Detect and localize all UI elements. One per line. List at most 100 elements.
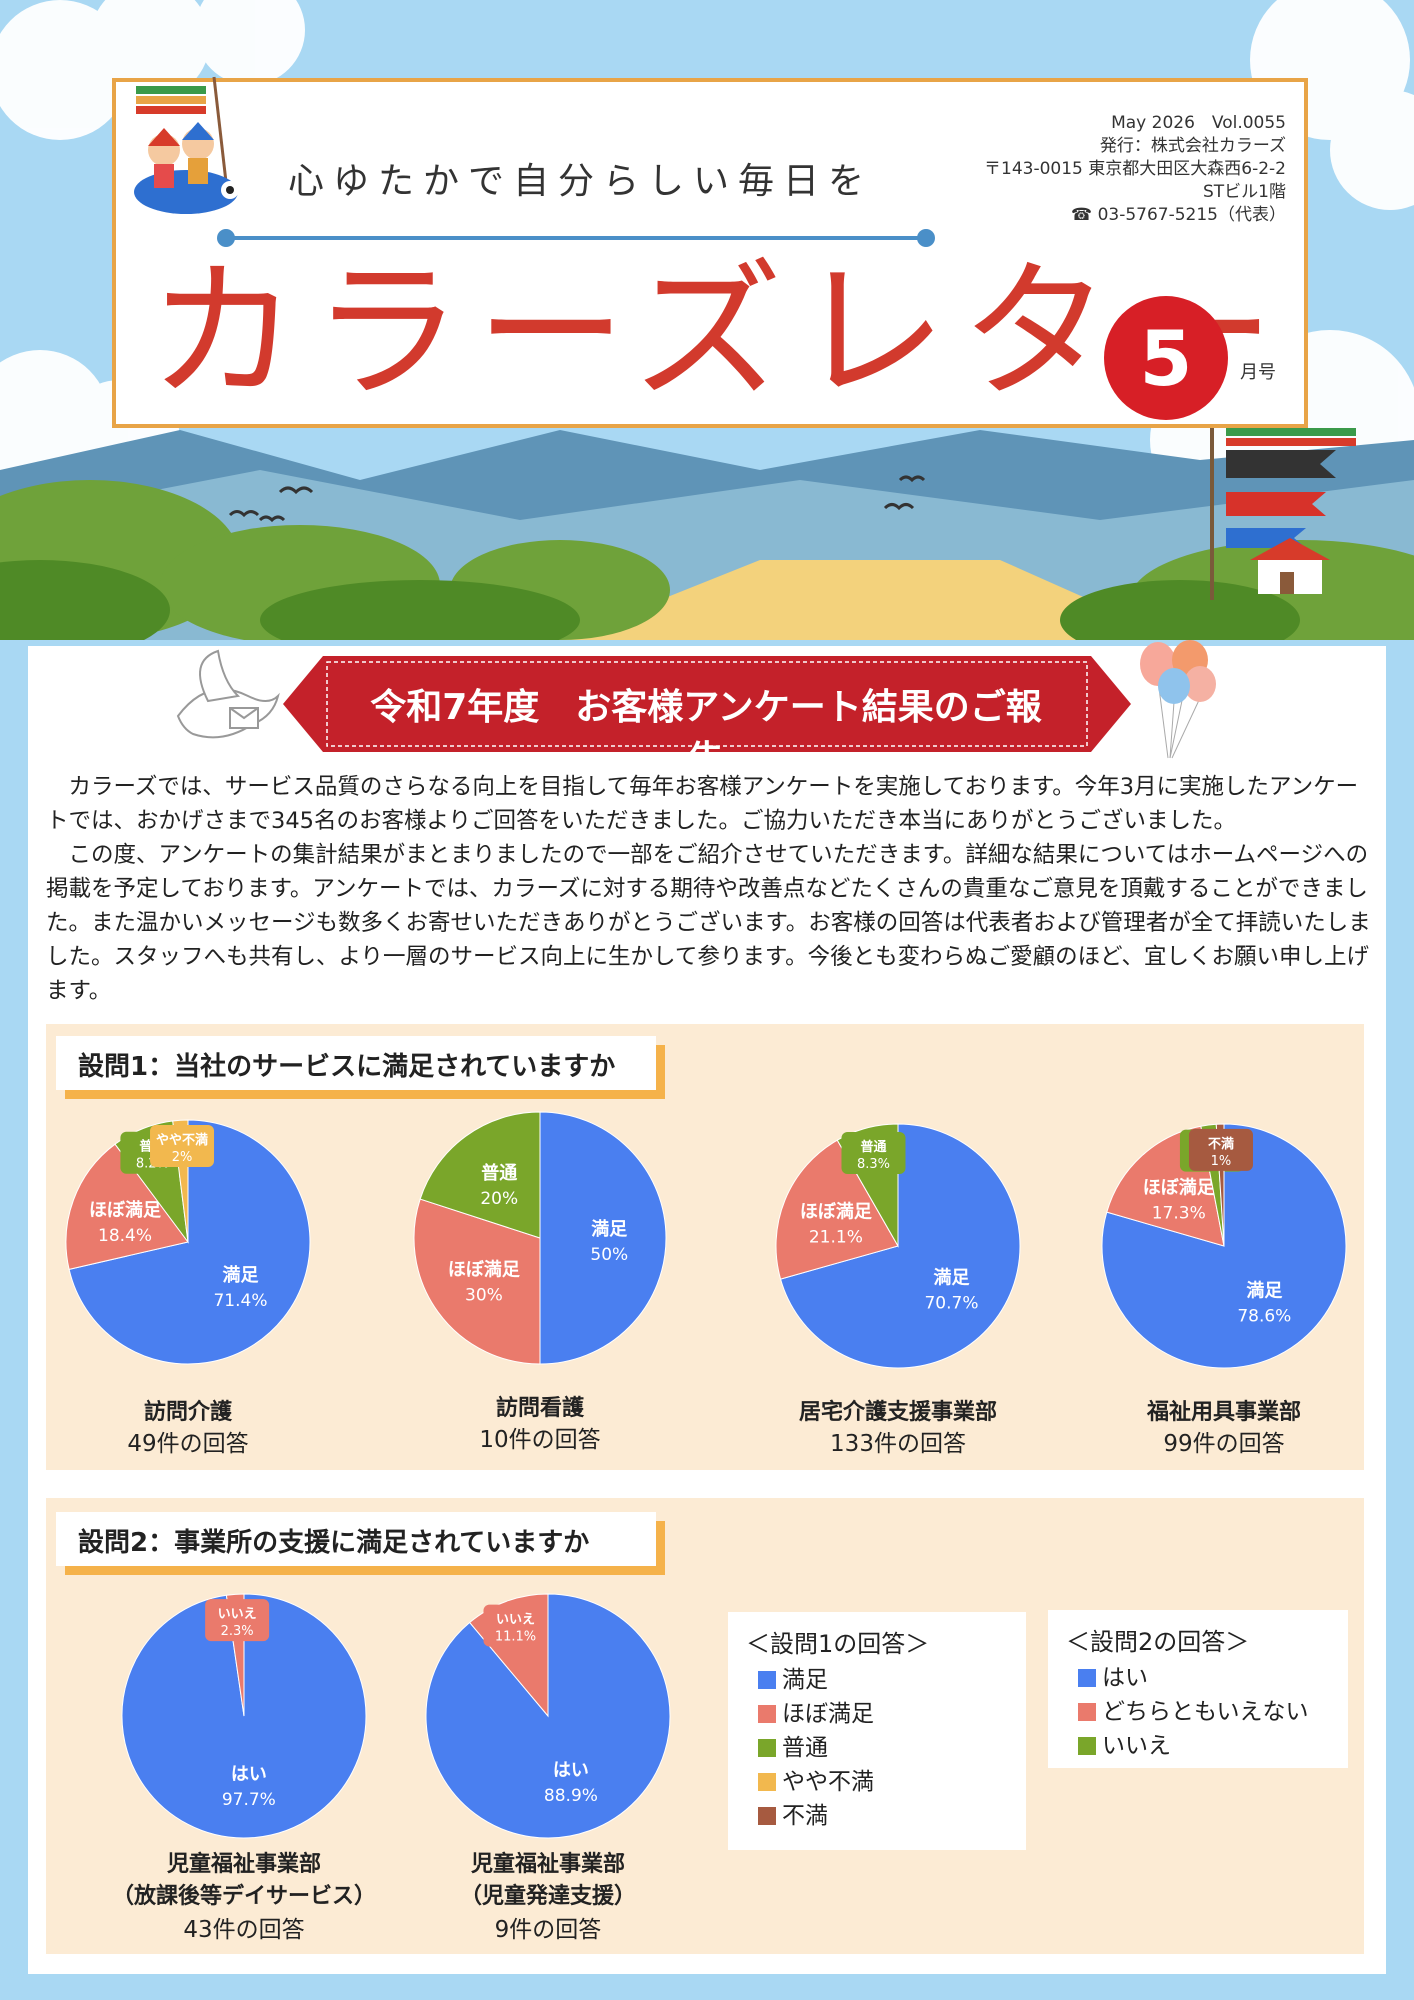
intro-paragraph-2: この度、アンケートの集計結果がまとまりましたので一部をご紹介させていただきます。… (46, 842, 1371, 1004)
pie-title: 訪問看護 (495, 1396, 584, 1421)
slice-category-label: はい (231, 1764, 267, 1785)
legend-item: 不満 (746, 1799, 1008, 1833)
q1-legend: ＜設問1の回答＞ 満足 ほぼ満足 普通 やや不満 不満 (728, 1612, 1026, 1850)
section-banner (283, 656, 1131, 752)
pie-slice (413, 1198, 541, 1365)
pie-slice (65, 1143, 189, 1270)
pie-response-count: 99件の回答 (1163, 1431, 1285, 1457)
month-suffix: 月号 (1240, 362, 1276, 383)
slice-category-label: ほぼ満足 (89, 1199, 161, 1221)
slice-label: はい 97.7% (222, 1764, 276, 1810)
legend-item: いいえ (1066, 1729, 1330, 1763)
slice-label: はい 88.9% (544, 1760, 598, 1806)
legend-label: いいえ (1102, 1733, 1171, 1759)
slice-value-label: 20% (480, 1189, 518, 1209)
pie-title: 訪問介護 (143, 1400, 232, 1425)
balloons-illustration (1140, 640, 1216, 759)
banner-title: 令和7年度 お客様アンケート結果のご報告 (370, 687, 1042, 780)
legend-item: はい (1066, 1661, 1330, 1695)
slice-label-bg (150, 1125, 215, 1168)
slice-category-label: ほぼ満足 (448, 1259, 520, 1281)
legend-label: 普通 (782, 1735, 828, 1761)
slice-label: 満足 78.6% (1237, 1280, 1291, 1327)
newsletter-title: カラーズレター (148, 246, 1289, 420)
issue-line: May 2026 Vol.0055 (1111, 113, 1286, 133)
legend-swatch (758, 1671, 776, 1689)
legend-swatch (1078, 1703, 1096, 1721)
month-badge: 5 (1104, 296, 1228, 420)
pie-response-count: 133件の回答 (830, 1431, 966, 1457)
children-on-carp-illustration (134, 76, 239, 214)
pie-subtitle: （児童発達支援） (459, 1884, 636, 1909)
issue-info: May 2026 Vol.0055 発行：株式会社カラーズ 〒143-0015 … (984, 112, 1286, 227)
slice-category-label: 満足 (1246, 1280, 1282, 1302)
q2-label: 設問2：事業所の支援に満足されていますか (56, 1512, 656, 1566)
q2-legend: ＜設問2の回答＞ はい どちらともいえない いいえ (1048, 1610, 1348, 1768)
slice-label: 満足 70.7% (924, 1267, 978, 1314)
pie-title: 児童福祉事業部 (166, 1852, 321, 1877)
legend-swatch (1078, 1669, 1096, 1687)
slice-label: いいえ 2.3% (205, 1599, 270, 1642)
slice-label: ほぼ満足 21.1% (800, 1201, 872, 1248)
dove-with-letter-illustration (176, 649, 280, 739)
tagline-divider (217, 229, 935, 247)
pie-title: 福祉用具事業部 (1146, 1400, 1301, 1425)
pie-title: 居宅介護支援事業部 (798, 1400, 997, 1425)
slice-label-bg (483, 1604, 548, 1647)
slice-value-label: 78.6% (1237, 1307, 1291, 1327)
slice-value-label: 17.3% (1152, 1203, 1206, 1223)
slice-category-label: 不満 (1208, 1136, 1234, 1152)
pie-chart-6: はい 88.9% いいえ 11.1% (425, 1593, 671, 1839)
pie-slice (779, 1123, 1021, 1369)
publisher: 発行：株式会社カラーズ (1099, 136, 1286, 156)
slice-category-label: ほぼ満足 (800, 1201, 872, 1223)
legend-label: やや不満 (782, 1769, 874, 1795)
slice-value-label: 18.4% (98, 1226, 152, 1246)
slice-category-label: 普通 (860, 1139, 886, 1155)
tagline: 心ゆたかで自分らしい毎日を (288, 161, 874, 202)
slice-category-label: ほぼ満足 (1143, 1176, 1215, 1198)
slice-label: 満足 71.4% (213, 1264, 267, 1311)
legend-label: ほぼ満足 (782, 1701, 874, 1727)
pie-slice (419, 1111, 541, 1239)
slice-value-label: 50% (590, 1245, 628, 1265)
slice-category-label: いいえ (496, 1613, 535, 1628)
slice-value-label: 2% (172, 1150, 193, 1165)
slice-category-label: 満足 (591, 1218, 627, 1240)
slice-value-label: 88.9% (544, 1786, 598, 1806)
pie-slice (68, 1119, 311, 1365)
slice-value-label: 30% (465, 1286, 503, 1306)
slice-label-bg (205, 1599, 270, 1642)
legend-swatch (758, 1807, 776, 1825)
pie-slice (539, 1111, 667, 1365)
slice-category-label: やや不満 (156, 1132, 208, 1148)
slice-label: ほぼ満足 30% (448, 1259, 520, 1306)
address: 〒143-0015 東京都大田区大森西6-2-2 (984, 159, 1286, 179)
pie-chart-5: はい 97.7% いいえ 2.3% (121, 1593, 367, 1839)
slice-label: いいえ 11.1% (483, 1604, 548, 1647)
slice-label-bg (1188, 1128, 1253, 1171)
slice-label: 満足 50% (590, 1218, 628, 1265)
legend-swatch (758, 1739, 776, 1757)
q1-label: 設問1：当社のサービスに満足されていますか (56, 1036, 656, 1090)
legend-label: 満足 (782, 1667, 828, 1693)
legend-item: やや不満 (746, 1765, 1008, 1799)
legend-label: 不満 (782, 1803, 828, 1829)
slice-value-label: 71.4% (213, 1291, 267, 1311)
legend-item: ほぼ満足 (746, 1697, 1008, 1731)
legend-item: どちらともいえない (1066, 1695, 1330, 1729)
pie-slice (775, 1139, 899, 1280)
slice-value-label: 1% (1211, 1154, 1232, 1169)
slice-label: 普通 8.3% (841, 1132, 906, 1175)
slice-category-label: はい (553, 1760, 589, 1781)
legend-label: はい (1102, 1665, 1148, 1691)
legend-label: どちらともいえない (1102, 1699, 1309, 1725)
slice-category-label: 満足 (222, 1264, 258, 1286)
slice-category-label: いいえ (218, 1607, 257, 1622)
slice-category-label: 満足 (933, 1267, 969, 1289)
slice-value-label: 97.7% (222, 1790, 276, 1810)
slice-label: ほぼ満足 18.4% (89, 1199, 161, 1246)
slice-value-label: 8.3% (857, 1157, 890, 1172)
slice-value-label: 11.1% (495, 1630, 536, 1645)
building: STビル1階 (1203, 182, 1286, 202)
